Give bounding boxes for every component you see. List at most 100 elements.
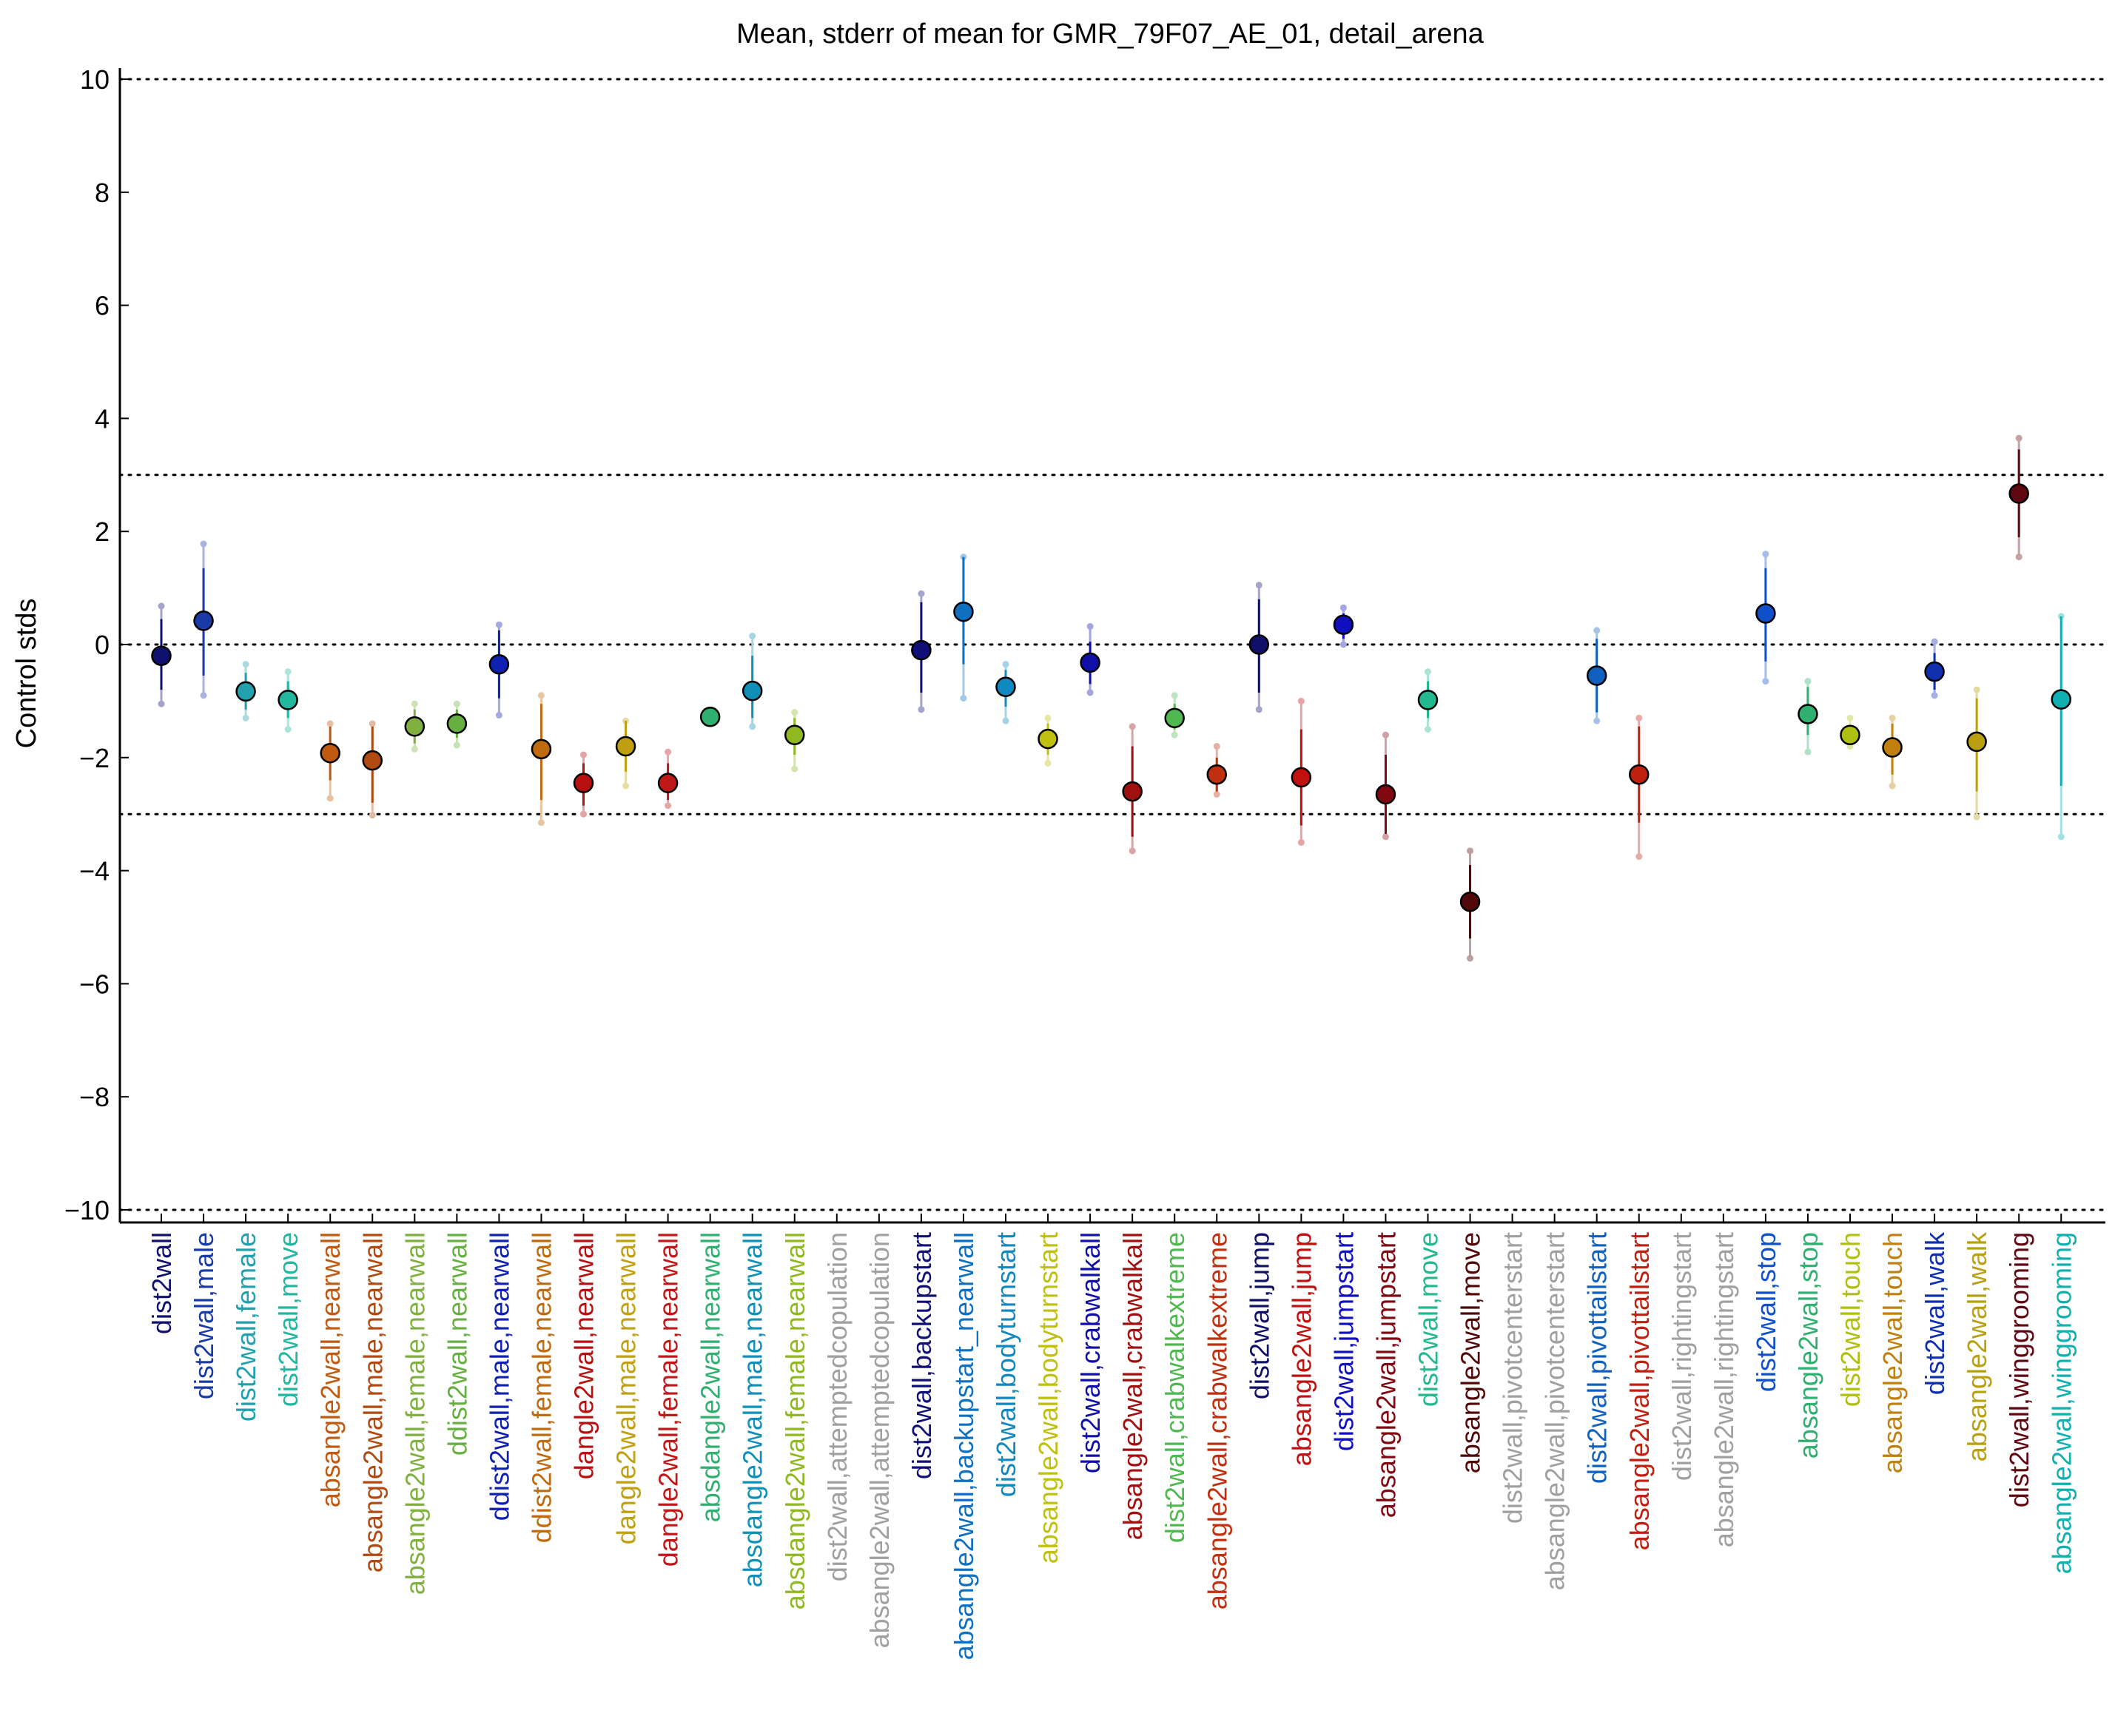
range-end-marker: [1213, 790, 1220, 798]
mean-marker: [1798, 704, 1818, 724]
x-tick-label: absangle2wall,walk: [1962, 1231, 1992, 1461]
chart-title: Mean, stderr of mean for GMR_79F07_AE_01…: [736, 18, 1484, 50]
x-tick-label: dist2wall,move: [1413, 1232, 1444, 1407]
range-end-marker: [537, 692, 545, 699]
y-tick-label: −2: [79, 743, 110, 773]
range-end-marker: [537, 819, 545, 827]
range-end-marker: [580, 810, 587, 818]
range-end-marker: [1213, 743, 1220, 750]
x-tick-label: absangle2wall,crabwalkall: [1117, 1232, 1148, 1540]
mean-marker: [1080, 652, 1100, 673]
range-end-marker: [1382, 731, 1389, 739]
x-tick-label: dangle2wall,male,nearwall: [611, 1232, 642, 1544]
range-end-marker: [2015, 554, 2022, 561]
range-end-marker: [918, 706, 925, 713]
range-end-marker: [1467, 955, 1474, 962]
mean-marker: [615, 736, 636, 757]
range-end-marker: [1171, 731, 1178, 739]
range-end-marker: [665, 802, 672, 810]
range-end-marker: [1255, 706, 1262, 713]
x-tick-label: dangle2wall,nearwall: [569, 1232, 599, 1479]
range-end-marker: [1973, 813, 1980, 821]
range-end-marker: [1635, 714, 1643, 721]
x-tick-label: absangle2wall,jumpstart: [1371, 1232, 1401, 1518]
range-end-marker: [1297, 697, 1305, 704]
mean-marker: [446, 713, 468, 734]
range-end-marker: [2015, 434, 2022, 442]
range-end-marker: [749, 633, 756, 640]
mean-marker: [193, 610, 214, 631]
range-end-marker: [158, 700, 165, 707]
mean-marker: [404, 716, 426, 737]
x-tick-label: ddist2wall,nearwall: [442, 1232, 472, 1456]
range-end-marker: [791, 709, 798, 716]
mean-marker: [784, 724, 805, 745]
range-end-marker: [1255, 582, 1262, 589]
x-tick-label: absangle2wall,stop: [1793, 1232, 1823, 1459]
range-end-marker: [1425, 668, 1431, 676]
range-end-marker: [453, 700, 460, 707]
x-axis-labels: dist2wall dist2wall,male dist2wall,female d…: [147, 1214, 2077, 1660]
mean-marker: [1122, 781, 1143, 802]
x-tick-label: absangle2wall,male,nearwall: [357, 1232, 388, 1572]
x-tick-label: dist2wall,stop: [1751, 1232, 1781, 1392]
x-tick-label: absangle2wall,nearwall: [315, 1232, 346, 1507]
x-tick-label: absangle2wall,touch: [1877, 1232, 1908, 1473]
mean-marker: [235, 681, 256, 702]
x-tick-label: dist2wall,attemptedcopulation: [822, 1232, 853, 1581]
range-end-marker: [242, 714, 249, 721]
range-end-marker: [1297, 838, 1305, 846]
y-axis-label: Control stds: [11, 599, 42, 749]
y-tick-label: 2: [95, 517, 110, 547]
x-tick-label: dist2wall,pivottailstart: [1582, 1232, 1613, 1484]
x-tick-label: dangle2wall,female,nearwall: [653, 1232, 684, 1567]
y-tick-label: 6: [95, 291, 110, 321]
x-tick-label: dist2wall,female: [231, 1232, 261, 1422]
range-end-marker: [1593, 717, 1601, 724]
range-end-marker: [1086, 689, 1094, 696]
x-tick-label: absangle2wall,pivottailstart: [1624, 1232, 1655, 1550]
mean-marker: [362, 750, 383, 771]
mean-marker: [151, 645, 172, 667]
range-end-marker: [326, 720, 334, 727]
range-end-marker: [242, 661, 249, 668]
range-end-marker: [1339, 641, 1347, 648]
range-end-marker: [749, 723, 756, 730]
x-tick-label: dist2wall,crabwalkall: [1075, 1232, 1106, 1473]
range-end-marker: [1086, 623, 1094, 630]
range-end-marker: [1171, 692, 1178, 699]
range-end-marker: [1846, 714, 1854, 721]
x-tick-label: absangle2wall,crabwalkextreme: [1202, 1232, 1232, 1609]
plot-area: 10 8 6 4 2 0 −2 −4 −6 −8 −10 dist2wall dist2wall,ma…: [64, 64, 2107, 1660]
x-tick-label: absangle2wall,bodyturnstart: [1033, 1232, 1063, 1564]
range-end-marker: [1129, 847, 1136, 855]
y-tick-label: 0: [95, 630, 110, 660]
mean-marker: [1882, 737, 1903, 758]
range-end-marker: [1425, 726, 1431, 733]
mean-marker: [953, 601, 974, 622]
x-tick-label: ddist2wall,male,nearwall: [484, 1232, 514, 1521]
range-end-marker: [1002, 717, 1009, 724]
range-end-marker: [200, 540, 207, 548]
mean-marker: [742, 680, 763, 702]
range-end-marker: [453, 741, 460, 749]
x-tick-label: absdangle2wall,female,nearwall: [780, 1232, 810, 1609]
x-tick-label: dist2wall,walk: [1920, 1231, 1950, 1395]
range-end-marker: [1973, 686, 1980, 693]
range-end-marker: [1931, 692, 1938, 699]
range-end-marker: [495, 712, 502, 719]
mean-marker: [1248, 634, 1270, 655]
mean-marker: [1417, 690, 1439, 710]
range-end-marker: [1762, 678, 1769, 685]
x-tick-label: absangle2wall,jump: [1286, 1232, 1317, 1466]
range-end-marker: [411, 700, 418, 707]
range-end-marker: [791, 765, 798, 773]
x-tick-label: dist2wall,jump: [1244, 1232, 1274, 1399]
mean-marker: [1164, 707, 1185, 729]
range-end-marker: [369, 720, 376, 727]
range-end-marker: [1002, 661, 1009, 668]
range-end-marker: [580, 751, 587, 758]
mean-marker: [1333, 614, 1354, 636]
